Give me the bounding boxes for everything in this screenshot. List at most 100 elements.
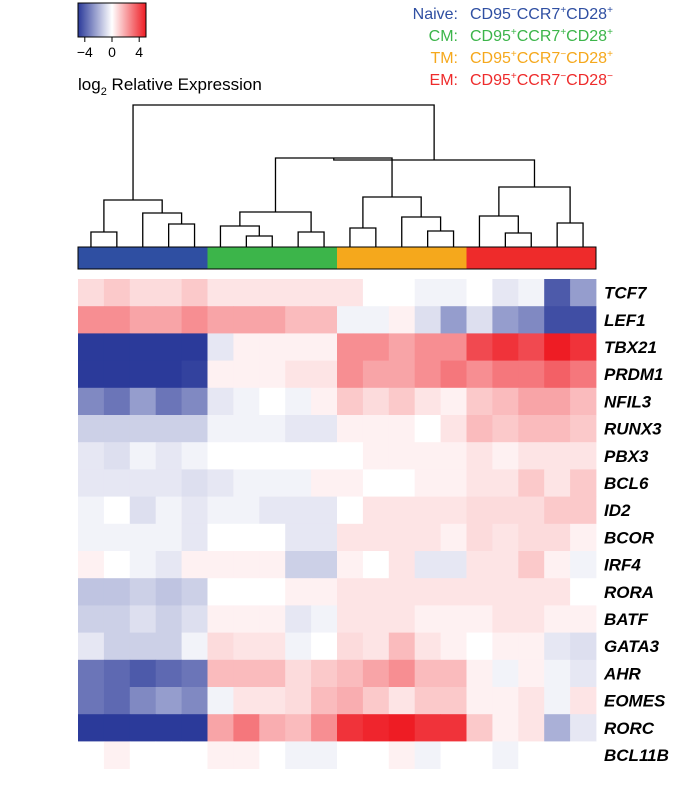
heatmap-cell [155,659,182,688]
gene-label: AHR [603,664,642,683]
heatmap-cell [544,442,571,470]
heatmap-cell [388,442,416,470]
heatmap-cell [285,415,312,443]
heatmap-cell [207,442,234,470]
heatmap-cell [78,442,105,470]
heatmap-cell [466,306,493,334]
subset-name: EM: [430,72,458,89]
gene-label: PBX3 [604,447,649,466]
heatmap-cell [103,551,131,579]
heatmap-cell [181,442,208,470]
heatmap-cell [492,741,519,769]
heatmap-cell [311,578,338,606]
heatmap-cell [337,523,364,552]
heatmap-cell [544,687,571,715]
heatmap-cell [388,578,416,606]
heatmap-cell [337,469,364,497]
heatmap-cell [78,714,105,742]
heatmap-cell [388,632,416,661]
heatmap-cell [155,714,182,742]
heatmap-cell [311,741,338,769]
heatmap-cell [311,496,338,525]
heatmap-cell [440,279,467,307]
gene-label: TBX21 [604,338,657,357]
heatmap-cell [155,496,182,525]
heatmap-cell [570,605,597,633]
heatmap-cell [78,306,105,334]
heatmap-cell [207,741,234,769]
heatmap-cell [181,387,208,416]
heatmap-cell [570,523,597,552]
heatmap-cell [544,469,571,497]
heatmap-cell [466,714,493,742]
heatmap-cell [233,714,260,742]
heatmap-cell [337,387,364,416]
subset-legend: Naive: CD95−CCR7+CD28+ CM: CD95+CCR7+CD28+ T… [413,5,613,89]
heatmap-cell [414,469,441,497]
gene-label: BATF [604,610,649,629]
heatmap-cell [259,714,286,742]
heatmap-cell [466,333,493,361]
heatmap-cell [337,578,364,606]
heatmap-cell [414,551,441,579]
heatmap-cell [103,741,131,769]
dendrogram-branch [142,212,183,247]
heatmap-cell [362,333,390,361]
heatmap-cell [337,333,364,361]
heatmap-cell [440,605,467,633]
heatmap-cell [570,333,597,361]
heatmap-cell [155,279,182,307]
heatmap-cell [181,523,208,552]
heatmap-cell [414,306,441,334]
heatmap-cell [103,333,131,361]
heatmap-cell [78,632,105,661]
heatmap-cell [362,496,390,525]
subset-name: TM: [430,50,458,67]
heatmap-cell [492,632,519,661]
heatmap-cell [518,279,545,307]
heatmap-cell [388,469,416,497]
heatmap-cell [129,551,157,579]
colorbar-title: log2 Relative Expression [78,75,262,98]
heatmap-cell [207,578,234,606]
heatmap-cell [207,415,234,443]
heatmap-cell [78,659,105,688]
dendrogram-branch [132,104,435,200]
heatmap-cell [337,551,364,579]
heatmap-cell [440,442,467,470]
heatmap-cell [466,469,493,497]
dendrogram-branch [333,158,536,187]
heatmap-cell [285,469,312,497]
heatmap-cell [466,387,493,416]
heatmap-cell [233,687,260,715]
heatmap-cell [414,523,441,552]
heatmap-cell [518,605,545,633]
heatmap-cell [388,306,416,334]
gene-label: NFIL3 [604,392,652,411]
heatmap-cell [466,279,493,307]
heatmap-cell [466,605,493,633]
heatmap-cell [233,279,260,307]
heatmap-cell [311,306,338,334]
heatmap-cell [466,442,493,470]
heatmap-cell [362,442,390,470]
heatmap-cell [207,714,234,742]
heatmap-cell [414,659,441,688]
heatmap-cell [518,469,545,497]
heatmap-cell [414,605,441,633]
heatmap-cell [414,415,441,443]
heatmap-cell [440,687,467,715]
heatmap-cell [129,659,157,688]
heatmap-cell [78,469,105,497]
heatmap-cell [518,523,545,552]
heatmap-cell [259,741,286,769]
heatmap-cell [414,360,441,389]
heatmap-cell [466,741,493,769]
heatmap-cell [492,333,519,361]
heatmap-cell [362,469,390,497]
heatmap-cell [285,306,312,334]
heatmap-cell [181,551,208,579]
heatmap-cell [440,714,467,742]
heatmap-cell [181,741,208,769]
heatmap-cell [129,605,157,633]
